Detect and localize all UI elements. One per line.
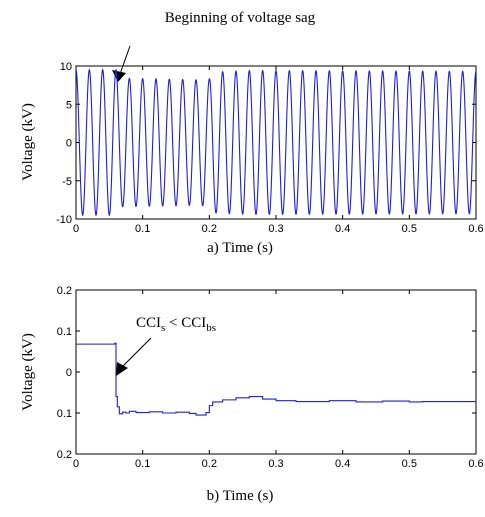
panel-b-voltage-trace [76,342,476,416]
panel-b-xtick-label: 0.4 [335,458,350,470]
cci-annotation-arrow-line [120,337,152,369]
panel-b-xtick-label: 0 [73,458,79,470]
panel-a-voltage-trace [75,68,477,217]
panel-b-xtick-label: 0.6 [468,458,483,470]
panel-a-xtick-label: 0.1 [135,223,150,235]
panel-b-xtick-label: 0.5 [402,458,417,470]
panel-a-ytick-label: 0 [66,138,72,150]
cci-annotation-label: CCIs < CCIbs [136,315,216,334]
panel-b-y-ticks: 0.2 0.1 0 0.1 0.2 [57,285,476,461]
panel-b-xtick-label: 0.1 [135,458,150,470]
panel-a-xlabel: a) Time (s) [207,240,273,256]
cci-annotation-arrowhead [116,362,128,376]
panel-b-xtick-label: 0.3 [268,458,283,470]
panel-b-ytick-label: 0.2 [57,285,72,297]
panel-a-ylabel: Voltage (kV) [20,103,36,181]
panel-a-ytick-label: -10 [56,214,72,226]
panel-b-xtick-label: 0.2 [202,458,217,470]
panel-b: 0.2 0.1 0 0.1 0.2 0 0.1 0.2 0.3 0.4 0.5 0.6 CCIs <… [20,285,484,504]
panel-a-xtick-label: 0.2 [202,223,217,235]
panel-b-ytick-label: 0 [66,367,72,379]
panel-a-x-ticks: 0 0.1 0.2 0.3 0.4 0.5 0.6 [73,66,484,235]
panel-a-xtick-label: 0.3 [268,223,283,235]
panel-a-xtick-label: 0.6 [468,223,483,235]
panel-b-ylabel: Voltage (kV) [20,333,36,411]
panel-a-ytick-label: -5 [62,176,72,188]
panel-b-xlabel: b) Time (s) [207,488,274,504]
panel-b-ytick-label: 0.2 [57,449,72,461]
panel-b-ytick-label: 0.1 [57,326,72,338]
panel-a-ytick-label: 10 [60,61,72,73]
panel-b-ytick-label: 0.1 [57,408,72,420]
panel-a-xtick-label: 0.5 [402,223,417,235]
sag-annotation-label: Beginning of voltage sag [165,10,316,26]
panel-b-x-ticks: 0 0.1 0.2 0.3 0.4 0.5 0.6 [73,290,484,470]
panel-a-xtick-label: 0.4 [335,223,350,235]
sag-annotation-arrowhead [112,70,126,82]
panel-a-frame [75,65,477,220]
sag-annotation-arrow-line [119,45,131,75]
panel-a-ytick-label: 5 [66,99,72,111]
panel-a-xtick-label: 0 [73,223,79,235]
